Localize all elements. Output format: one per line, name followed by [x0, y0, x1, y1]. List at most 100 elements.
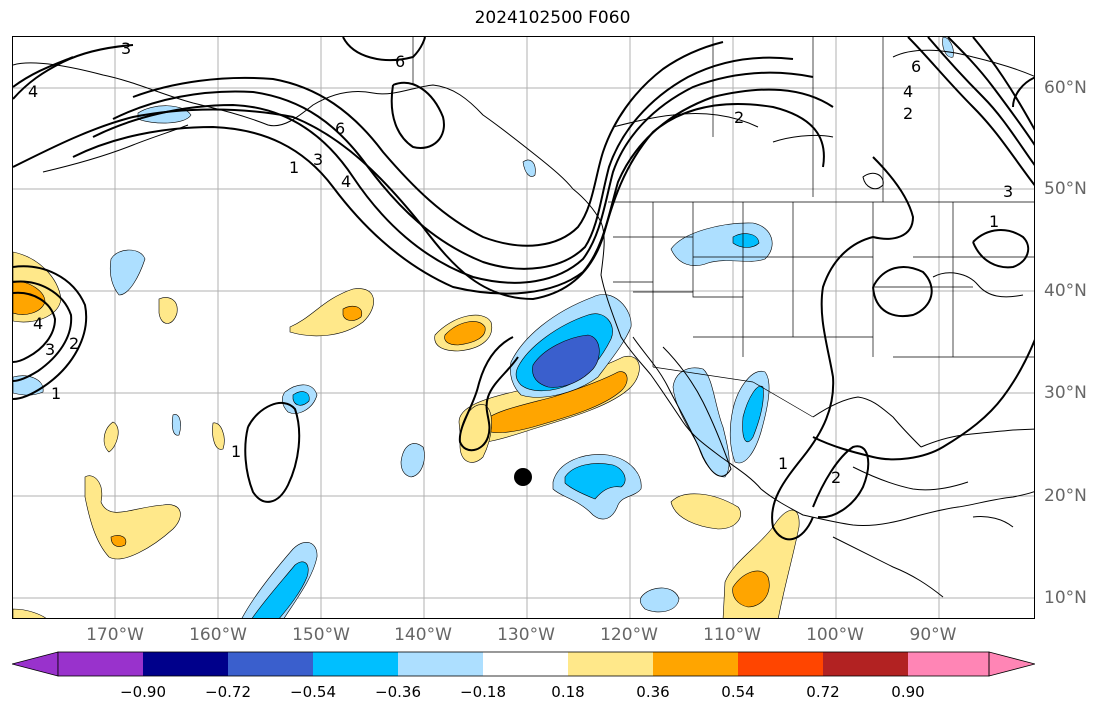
contour-line — [812, 339, 1034, 461]
colorbar-segment — [398, 652, 483, 676]
contour-line — [812, 445, 870, 519]
anomaly-area — [532, 334, 600, 388]
colorbar-extend-high — [988, 651, 1035, 677]
colorbar-label: 0.72 — [806, 683, 840, 701]
contour-line — [927, 37, 1034, 166]
colorbar-extend-low — [12, 651, 59, 677]
contour-line — [92, 71, 814, 284]
anomaly-area — [670, 493, 741, 530]
colorbar-segment — [568, 652, 653, 676]
anomaly-area — [13, 608, 47, 618]
anomaly-area — [482, 371, 628, 433]
colorbar-segment — [908, 652, 989, 676]
anomaly-area — [13, 375, 44, 396]
anomaly-area — [212, 422, 225, 450]
lat-label: 50°N — [1044, 179, 1087, 199]
contour-line — [13, 280, 73, 382]
contour-label: 2 — [734, 108, 744, 127]
political-borders — [412, 37, 1034, 418]
anomaly-area — [672, 367, 730, 478]
map-title: 2024102500 F060 — [474, 8, 631, 28]
anomaly-area — [103, 421, 119, 453]
colorbar — [12, 651, 1035, 677]
contour-line — [872, 266, 933, 317]
contour-label: 1 — [989, 212, 999, 231]
lon-label: 160°W — [189, 625, 247, 645]
colorbar-segment — [653, 652, 738, 676]
colorbar-label: 0.18 — [551, 683, 585, 701]
anomaly-area — [289, 288, 374, 337]
colorbar-label: −0.54 — [290, 683, 336, 701]
contour-label: 4 — [28, 82, 38, 101]
colorbar-label: 0.90 — [891, 683, 925, 701]
contour-label: 3 — [121, 39, 131, 58]
anomaly-area — [400, 443, 425, 478]
colorbar-segment — [313, 652, 398, 676]
contour-line — [72, 88, 834, 295]
positive-anomaly-areas — [13, 251, 800, 618]
lon-label: 120°W — [600, 625, 658, 645]
anomaly-area — [522, 159, 536, 177]
contour-line — [771, 156, 915, 541]
colorbar-label: −0.18 — [460, 683, 506, 701]
contour-line — [13, 56, 74, 88]
lon-label: 170°W — [86, 625, 144, 645]
colorbar-label: −0.36 — [375, 683, 421, 701]
anomaly-area — [732, 570, 770, 608]
contour-label: 2 — [69, 334, 79, 353]
anomaly-area — [171, 414, 181, 436]
contour-labels: 3 4 6 6 1 3 4 2 4 3 2 1 1 6 4 2 1 2 1 3 — [28, 39, 1013, 487]
contour-label: 4 — [341, 172, 351, 191]
lon-label: 130°W — [497, 625, 555, 645]
lat-label: 20°N — [1044, 486, 1087, 506]
colorbar-label: −0.90 — [120, 683, 166, 701]
contour-label: 6 — [335, 119, 345, 138]
anomaly-area — [252, 561, 309, 618]
anomaly-area — [84, 475, 181, 560]
contour-label: 3 — [45, 340, 55, 359]
contour-line — [244, 402, 301, 503]
contour-line — [342, 37, 426, 61]
contour-line — [13, 291, 57, 363]
contour-label: 2 — [903, 104, 913, 123]
lat-label: 30°N — [1044, 383, 1087, 403]
anomaly-area — [110, 535, 127, 547]
contour-label: 1 — [289, 158, 299, 177]
contour-label: 1 — [51, 384, 61, 403]
anomaly-area — [158, 297, 178, 324]
contour-line — [907, 37, 1034, 187]
lon-label: 140°W — [394, 625, 452, 645]
contour-line — [947, 37, 1034, 146]
colorbar-segment — [483, 652, 568, 676]
negative-anomaly-areas — [13, 37, 954, 618]
anomaly-area — [639, 587, 680, 613]
lon-label: 90°W — [909, 625, 957, 645]
contour-line — [972, 37, 1034, 131]
contour-label: 3 — [1003, 182, 1013, 201]
contour-line — [390, 81, 445, 149]
anomaly-area — [292, 391, 310, 406]
contour-label: 3 — [313, 150, 323, 169]
contour-label: 4 — [903, 82, 913, 101]
contour-label: 1 — [231, 442, 241, 461]
colorbar-label: 0.54 — [721, 683, 755, 701]
anomaly-area — [342, 305, 363, 321]
colorbar-label: −0.72 — [205, 683, 251, 701]
lat-label: 10°N — [1044, 588, 1087, 608]
contour-label: 1 — [778, 454, 788, 473]
map-panel: 3 4 6 6 1 3 4 2 4 3 2 1 1 6 4 2 1 2 1 3 — [12, 36, 1035, 619]
contour-line — [972, 229, 1030, 269]
contour-label: 4 — [33, 314, 43, 333]
lon-label: 150°W — [292, 625, 350, 645]
anomaly-area — [109, 249, 146, 296]
contour-line — [13, 265, 88, 400]
contour-label: 2 — [831, 468, 841, 487]
contour-label: 6 — [911, 57, 921, 76]
colorbar-segment — [58, 652, 143, 676]
colorbar-segment — [823, 652, 908, 676]
map-canvas: 3 4 6 6 1 3 4 2 4 3 2 1 1 6 4 2 1 2 1 3 — [13, 37, 1034, 618]
colorbar-segment — [738, 652, 823, 676]
lat-label: 40°N — [1044, 281, 1087, 301]
contour-line — [112, 56, 794, 270]
contours — [13, 37, 1034, 541]
